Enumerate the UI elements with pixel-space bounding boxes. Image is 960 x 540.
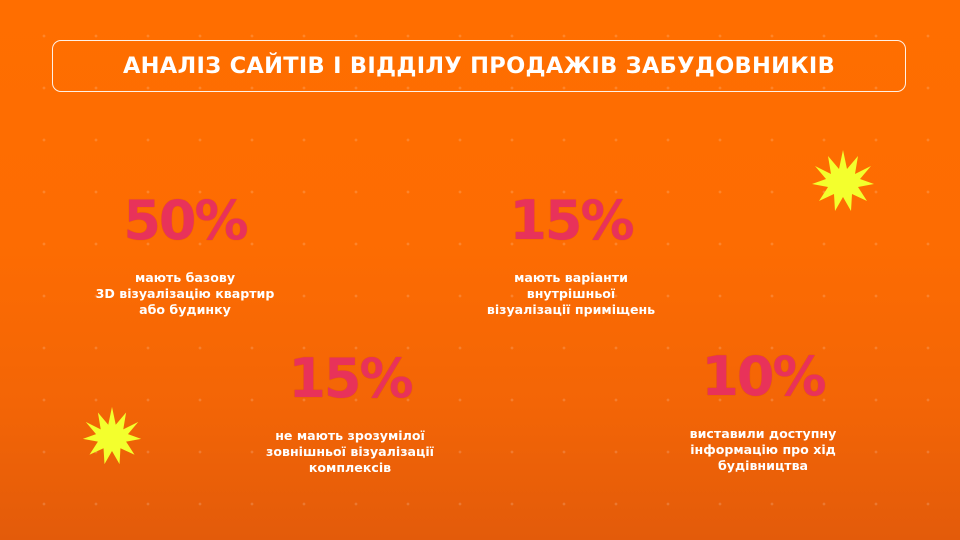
starburst-shape	[82, 406, 142, 465]
stat-value: 15%	[509, 189, 634, 252]
slide-title: АНАЛІЗ САЙТІВ І ВІДДІЛУ ПРОДАЖІВ ЗАБУДОВ…	[122, 53, 836, 79]
stat-value: 50%	[123, 189, 248, 252]
stat-block-1: 50% мають базову 3D візуалізацію квартир…	[60, 194, 310, 318]
stat-block-2: 15% мають варіанти внутрішньої візуаліза…	[446, 194, 696, 318]
stat-description: не мають зрозумілої зовнішньої візуаліза…	[266, 428, 434, 475]
stat-block-4: 10% виставили доступну інформацію про хі…	[638, 350, 888, 474]
stat-description: виставили доступну інформацію про хід бу…	[689, 426, 837, 473]
starburst-icon	[812, 150, 874, 211]
starburst-icon	[82, 406, 142, 465]
stat-value: 15%	[288, 347, 413, 410]
starburst-shape	[812, 150, 874, 211]
stat-description: мають варіанти внутрішньої візуалізації …	[486, 270, 656, 317]
stat-description: мають базову 3D візуалізацію квартир або…	[95, 270, 275, 317]
title-frame: АНАЛІЗ САЙТІВ І ВІДДІЛУ ПРОДАЖІВ ЗАБУДОВ…	[52, 40, 906, 92]
stat-block-3: 15% не мають зрозумілої зовнішньої візуа…	[220, 352, 480, 476]
stat-value: 10%	[701, 345, 826, 408]
